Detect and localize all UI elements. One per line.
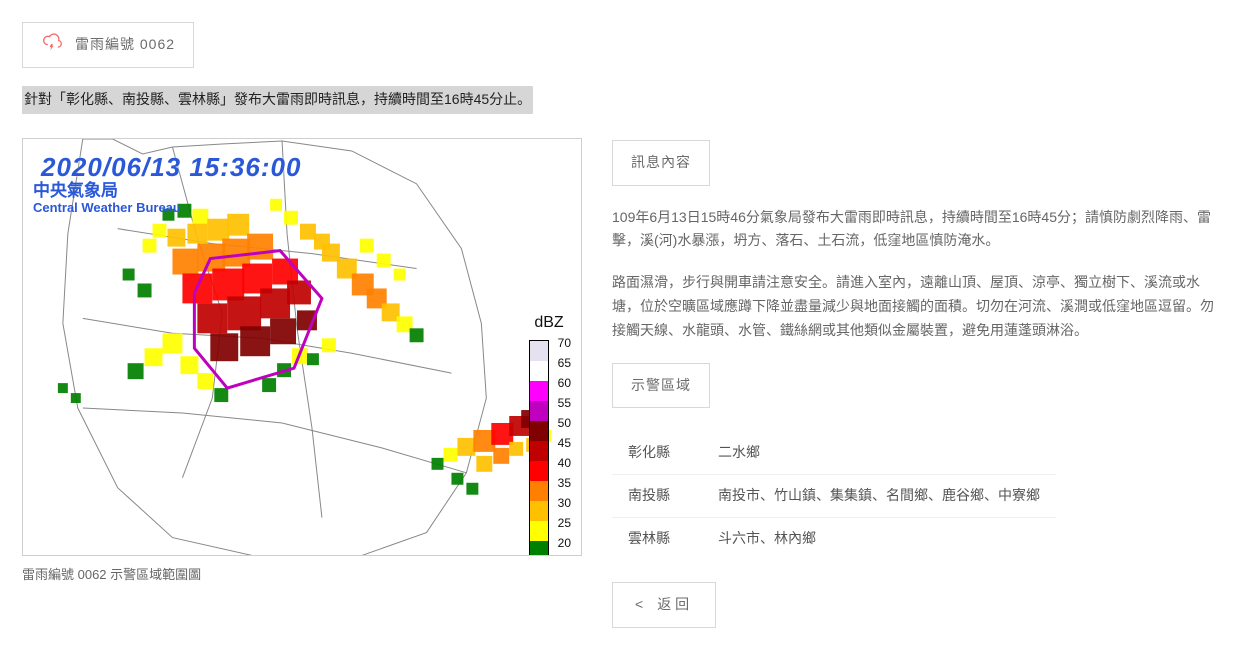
towns-cell: 南投市、竹山鎮、集集鎮、名間鄉、鹿谷鄉、中寮鄉: [702, 475, 1056, 518]
radar-figure: 2020/06/13 15:36:00 中央氣象局 Central Weathe…: [22, 138, 582, 586]
towns-cell: 斗六市、林內鄉: [702, 517, 1056, 559]
table-row: 彰化縣二水鄉: [612, 432, 1056, 474]
bureau-name-en: Central Weather Bureau: [33, 197, 181, 219]
towns-cell: 二水鄉: [702, 432, 1056, 474]
alert-id-label: 雷雨編號 0062: [75, 33, 175, 57]
county-cell: 雲林縣: [612, 517, 702, 559]
back-button[interactable]: < 返回: [612, 582, 716, 628]
message-paragraph-1: 109年6月13日15時46分氣象局發布大雷雨即時訊息，持續時間至16時45分；…: [612, 206, 1222, 254]
section-title-alert-area: 示警區域: [612, 363, 710, 409]
alert-id-badge: 雷雨編號 0062: [22, 22, 194, 68]
county-cell: 南投縣: [612, 475, 702, 518]
dbz-colorbar: [529, 340, 549, 556]
radar-caption: 雷雨編號 0062 示警區域範圍圖: [22, 564, 582, 586]
county-cell: 彰化縣: [612, 432, 702, 474]
dbz-ticks: 7065605550454035302520: [549, 333, 571, 553]
back-button-label: 返回: [657, 593, 693, 617]
thunderstorm-icon: [41, 33, 63, 57]
chevron-left-icon: <: [635, 593, 643, 617]
headline-text: 針對「彰化縣、南投縣、雲林縣」發布大雷雨即時訊息，持續時間至16時45分止。: [22, 86, 533, 114]
table-row: 南投縣南投市、竹山鎮、集集鎮、名間鄉、鹿谷鄉、中寮鄉: [612, 475, 1056, 518]
dbz-scale: dBZ 7065605550454035302520: [527, 309, 571, 556]
alert-polygon-shape: [194, 250, 322, 388]
alert-area-table: 彰化縣二水鄉南投縣南投市、竹山鎮、集集鎮、名間鄉、鹿谷鄉、中寮鄉雲林縣斗六市、林…: [612, 432, 1056, 559]
table-row: 雲林縣斗六市、林內鄉: [612, 517, 1056, 559]
message-paragraph-2: 路面濕滑，步行與開車請注意安全。請進入室內，遠離山頂、屋頂、涼亭、獨立樹下、溪流…: [612, 271, 1222, 342]
section-title-content: 訊息內容: [612, 140, 710, 186]
